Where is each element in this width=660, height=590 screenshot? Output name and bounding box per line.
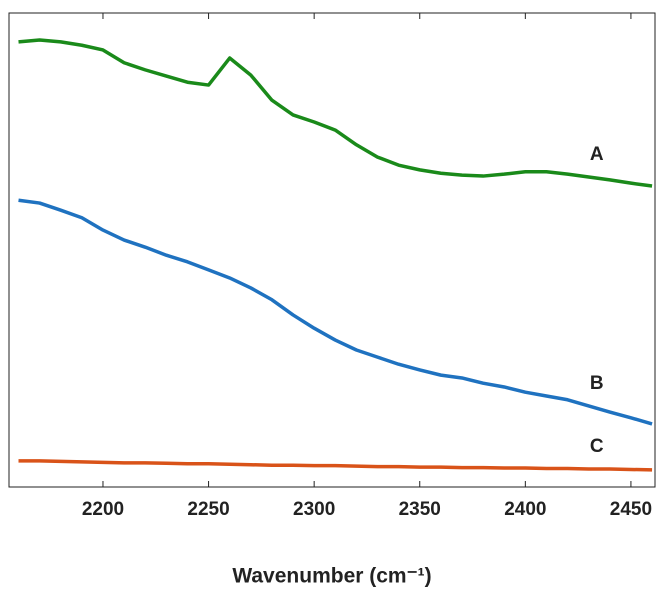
x-tick-label: 2450 [610, 499, 652, 520]
x-axis-label: Wavenumber (cm⁻¹) [232, 565, 431, 588]
series-line [18, 198, 653, 426]
series-label: A [590, 144, 604, 165]
x-tick-label: 2250 [187, 499, 229, 520]
series-label: B [590, 373, 604, 394]
series-line [18, 459, 653, 472]
x-tick-label: 2200 [82, 499, 124, 520]
series-line [18, 38, 653, 188]
x-tick-label: 2300 [293, 499, 335, 520]
plot-frame [8, 12, 656, 488]
x-tick-label: 2400 [504, 499, 546, 520]
x-tick-label: 2350 [399, 499, 441, 520]
series-label: C [590, 436, 604, 457]
